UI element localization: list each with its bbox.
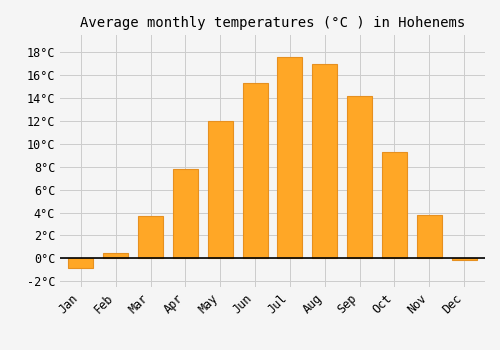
Bar	[416, 215, 442, 258]
Bar	[382, 152, 407, 258]
Bar	[103, 253, 128, 258]
Bar	[208, 121, 233, 258]
Bar	[312, 64, 338, 258]
Bar	[138, 216, 163, 258]
Bar	[173, 169, 198, 258]
Bar	[68, 258, 94, 267]
Bar	[452, 258, 476, 259]
Bar	[347, 96, 372, 258]
Bar	[278, 57, 302, 258]
Bar	[242, 83, 268, 258]
Title: Average monthly temperatures (°C ) in Hohenems: Average monthly temperatures (°C ) in Ho…	[80, 16, 465, 30]
